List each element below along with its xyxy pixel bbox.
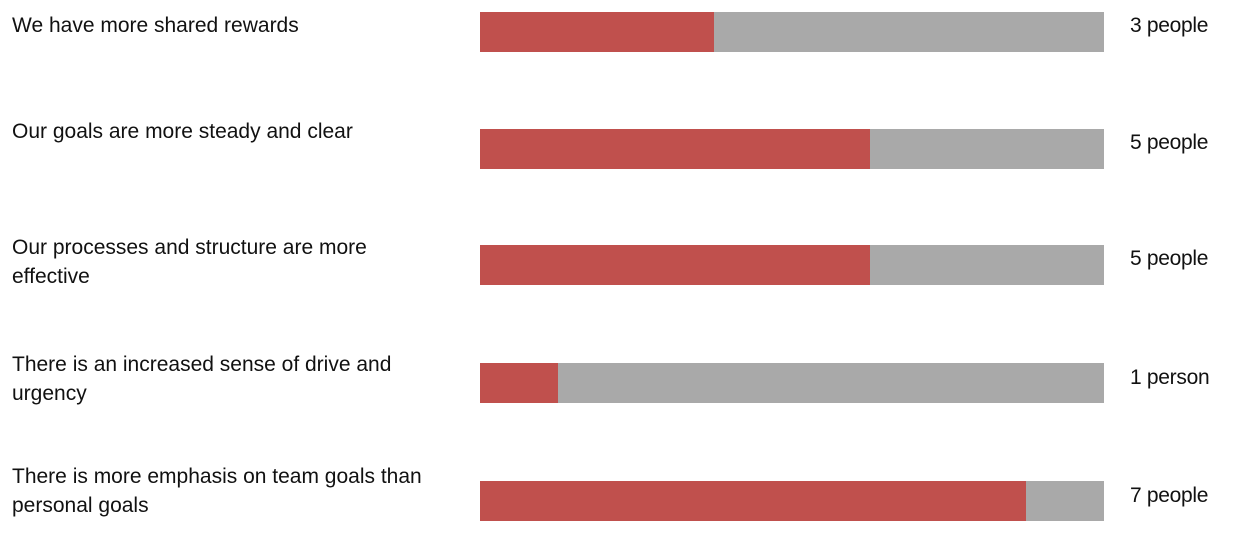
category-label: Our processes and structure are more eff… bbox=[12, 236, 367, 288]
value-label: 3 people bbox=[1130, 14, 1209, 37]
bar-track bbox=[480, 129, 1104, 169]
chart-row-0: We have more shared rewards 3 people bbox=[0, 0, 1240, 90]
bar-track bbox=[480, 245, 1104, 285]
bar bbox=[480, 12, 714, 52]
chart-row-2: Our processes and structure are more eff… bbox=[0, 233, 1240, 323]
bar bbox=[480, 481, 1026, 521]
bar-track bbox=[480, 363, 1104, 403]
bar-track bbox=[480, 481, 1104, 521]
bar bbox=[480, 363, 558, 403]
value-label: 5 people bbox=[1130, 247, 1209, 270]
value-label: 7 people bbox=[1130, 484, 1209, 507]
chart-row-4: There is more emphasis on team goals tha… bbox=[0, 465, 1240, 558]
category-label: We have more shared rewards bbox=[12, 14, 299, 37]
chart-row-1: Our goals are more steady and clear 5 pe… bbox=[0, 117, 1240, 207]
bar bbox=[480, 129, 870, 169]
chart-row-3: There is an increased sense of drive and… bbox=[0, 350, 1240, 440]
value-label: 5 people bbox=[1130, 131, 1209, 154]
bar-track bbox=[480, 12, 1104, 52]
category-label: There is an increased sense of drive and… bbox=[12, 353, 392, 405]
category-label: Our goals are more steady and clear bbox=[12, 120, 353, 143]
category-label: There is more emphasis on team goals tha… bbox=[12, 465, 422, 517]
bar bbox=[480, 245, 870, 285]
value-label: 1 person bbox=[1130, 366, 1210, 389]
